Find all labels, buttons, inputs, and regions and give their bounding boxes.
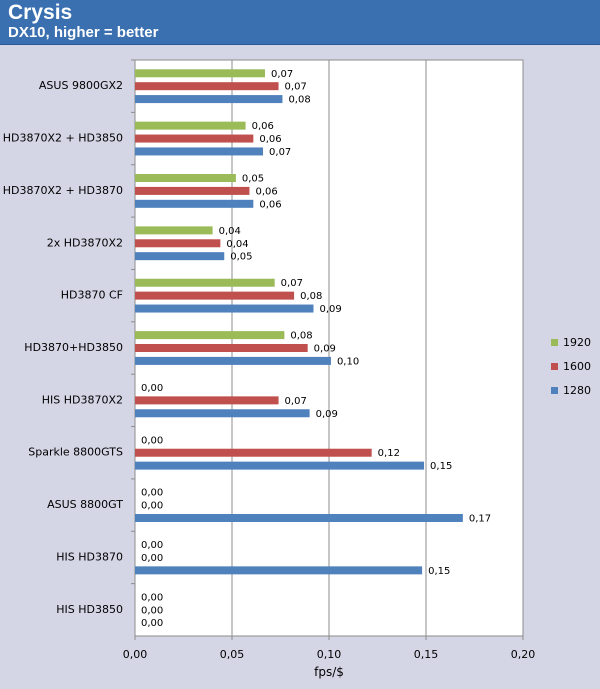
x-tick-label: 0,00 xyxy=(123,648,148,661)
bar-1600 xyxy=(135,396,279,405)
data-label: 0,06 xyxy=(259,134,281,145)
data-label: 0,07 xyxy=(285,82,307,93)
data-label: 0,07 xyxy=(271,69,293,80)
data-label: 0,06 xyxy=(259,199,281,210)
data-label: 0,00 xyxy=(141,435,163,446)
category-label: ASUS 8800GT xyxy=(47,498,123,511)
legend: 1920 1600 1280 xyxy=(551,336,591,397)
data-label: 0,08 xyxy=(290,331,312,342)
category-label: 2x HD3870X2 xyxy=(47,236,123,249)
legend-label: 1600 xyxy=(563,360,591,373)
x-tick-label: 0,05 xyxy=(220,648,245,661)
legend-swatch xyxy=(551,387,558,394)
x-axis-title: fps/$ xyxy=(314,665,344,679)
category-label: HIS HD3870 xyxy=(56,550,123,563)
category-label: HIS HD3870X2 xyxy=(42,393,123,406)
legend-swatch xyxy=(551,363,558,370)
category-label: HD3870+HD3850 xyxy=(24,341,123,354)
bar-1600 xyxy=(135,134,254,143)
bar-1280 xyxy=(135,252,225,261)
data-label: 0,17 xyxy=(469,513,491,524)
data-label: 0,10 xyxy=(337,356,359,367)
bar-1920 xyxy=(135,278,275,287)
data-label: 0,06 xyxy=(252,121,274,132)
bar-1600 xyxy=(135,239,221,248)
data-label: 0,00 xyxy=(141,501,163,512)
category-label: HD3870X2 + HD3850 xyxy=(3,132,123,145)
x-tick-label: 0,10 xyxy=(317,648,342,661)
data-label: 0,07 xyxy=(285,396,307,407)
bar-1280 xyxy=(135,461,425,470)
category-label: HIS HD3850 xyxy=(56,603,123,616)
bar-1920 xyxy=(135,174,236,183)
data-label: 0,08 xyxy=(300,291,322,302)
data-label: 0,00 xyxy=(141,383,163,394)
data-label: 0,00 xyxy=(141,605,163,616)
bar-1280 xyxy=(135,95,283,104)
bars: 0,070,070,080,060,060,070,050,060,060,04… xyxy=(135,69,491,629)
data-label: 0,06 xyxy=(255,186,277,197)
bar-1280 xyxy=(135,356,331,365)
data-label: 0,00 xyxy=(141,618,163,629)
bar-1920 xyxy=(135,331,285,340)
data-label: 0,09 xyxy=(316,409,338,420)
data-label: 0,15 xyxy=(430,461,452,472)
data-label: 0,00 xyxy=(141,553,163,564)
bar-1920 xyxy=(135,121,246,130)
data-label: 0,08 xyxy=(288,95,310,106)
data-label: 0,09 xyxy=(314,344,336,355)
category-label: HD3870X2 + HD3870 xyxy=(3,184,123,197)
data-label: 0,00 xyxy=(141,540,163,551)
legend-label: 1920 xyxy=(563,336,591,349)
category-label: Sparkle 8800GTS xyxy=(28,446,123,459)
data-label: 0,09 xyxy=(319,304,341,315)
bar-1920 xyxy=(135,226,213,235)
data-label: 0,15 xyxy=(428,566,450,577)
category-label: HD3870 CF xyxy=(61,289,123,302)
bar-1280 xyxy=(135,199,254,208)
data-label: 0,07 xyxy=(269,147,291,158)
data-label: 0,04 xyxy=(226,239,248,250)
bar-1600 xyxy=(135,344,308,352)
chart-header: Crysis DX10, higher = better xyxy=(0,0,600,45)
bar-1280 xyxy=(135,513,463,522)
bar-1280 xyxy=(135,147,264,156)
chart-subtitle: DX10, higher = better xyxy=(8,24,159,41)
data-label: 0,04 xyxy=(219,226,241,237)
data-label: 0,12 xyxy=(378,448,400,459)
legend-label: 1280 xyxy=(563,384,591,397)
x-tick-label: 0,15 xyxy=(414,648,439,661)
data-label: 0,05 xyxy=(242,174,264,185)
bar-1280 xyxy=(135,304,314,313)
category-label: ASUS 9800GX2 xyxy=(39,79,123,92)
x-tick-label: 0,20 xyxy=(511,648,536,661)
bar-1280 xyxy=(135,566,423,575)
category-labels: ASUS 9800GX2 HD3870X2 + HD3850 HD3870X2 + … xyxy=(3,59,135,616)
bar-1280 xyxy=(135,409,310,418)
x-tick-labels: 0,00 0,05 0,10 0,15 0,20 xyxy=(123,648,536,661)
bar-1600 xyxy=(135,448,372,457)
data-label: 0,00 xyxy=(141,488,163,499)
legend-swatch xyxy=(551,339,558,346)
data-label: 0,00 xyxy=(141,592,163,603)
bar-1920 xyxy=(135,69,265,78)
chart-title: Crysis xyxy=(8,1,73,24)
bar-1600 xyxy=(135,186,250,195)
data-label: 0,05 xyxy=(230,252,252,263)
bar-1600 xyxy=(135,82,279,91)
bar-1600 xyxy=(135,291,295,300)
data-label: 0,07 xyxy=(281,278,303,289)
